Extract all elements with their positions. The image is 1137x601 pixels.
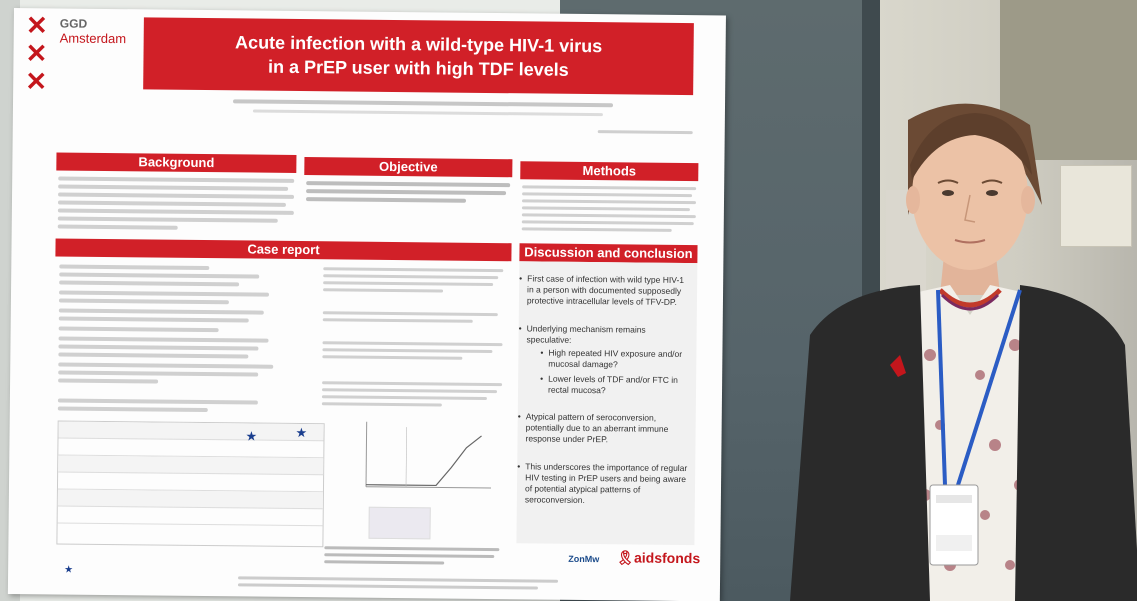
contact-email: [597, 130, 693, 135]
section-case-report-header: Case report: [55, 238, 512, 262]
x-mark-icon: ✕: [25, 10, 48, 41]
aidsfonds-logo: 🎗︎aidsfonds: [616, 549, 700, 567]
zonmw-logo: ZonMw: [568, 553, 600, 565]
room-sign: [1060, 165, 1132, 247]
discussion-panel: First case of infection with wild type H…: [516, 261, 698, 546]
western-blot-figure: [368, 506, 431, 540]
star-icon: ★: [64, 564, 74, 576]
star-icon: ★: [295, 424, 308, 441]
scientific-poster: ✕ ✕ ✕ GGD Amsterdam Acute infection with…: [7, 8, 726, 601]
discussion-point-4: This underscores the importance of regul…: [525, 461, 690, 507]
discussion-point-2: Underlying mechanism remains speculative…: [526, 323, 691, 347]
figure-graph: [365, 421, 492, 489]
section-objective-header: Objective: [304, 157, 513, 178]
x-mark-icon: ✕: [25, 66, 48, 97]
section-background-header: Background: [56, 152, 297, 173]
discussion-point-1: First case of infection with wild type H…: [527, 273, 692, 308]
results-table: [56, 420, 325, 548]
authors-text: [233, 99, 614, 108]
section-methods-header: Methods: [520, 161, 699, 182]
discussion-point-3: Atypical pattern of seroconversion, pote…: [525, 411, 690, 446]
poster-title-line-2: in a PrEP user with high TDF levels: [267, 56, 569, 80]
x-mark-icon: ✕: [25, 38, 48, 69]
star-icon: ★: [245, 428, 258, 444]
logo-city: Amsterdam: [59, 30, 127, 47]
aidsfonds-logo-text: aidsfonds: [633, 549, 701, 567]
presenter-person: [790, 103, 1137, 601]
discussion-subpoint-1: High repeated HIV exposure and/or mucosa…: [548, 348, 693, 372]
poster-title: Acute infection with a wild-type HIV-1 v…: [143, 17, 694, 96]
ribbon-icon: 🎗︎: [616, 549, 635, 566]
logo-org: GGD: [59, 16, 88, 31]
section-discussion-header: Discussion and conclusion: [519, 243, 698, 264]
discussion-subpoint-2: Lower levels of TDF and/or FTC in rectal…: [548, 374, 693, 398]
affiliations-text: [252, 109, 603, 117]
